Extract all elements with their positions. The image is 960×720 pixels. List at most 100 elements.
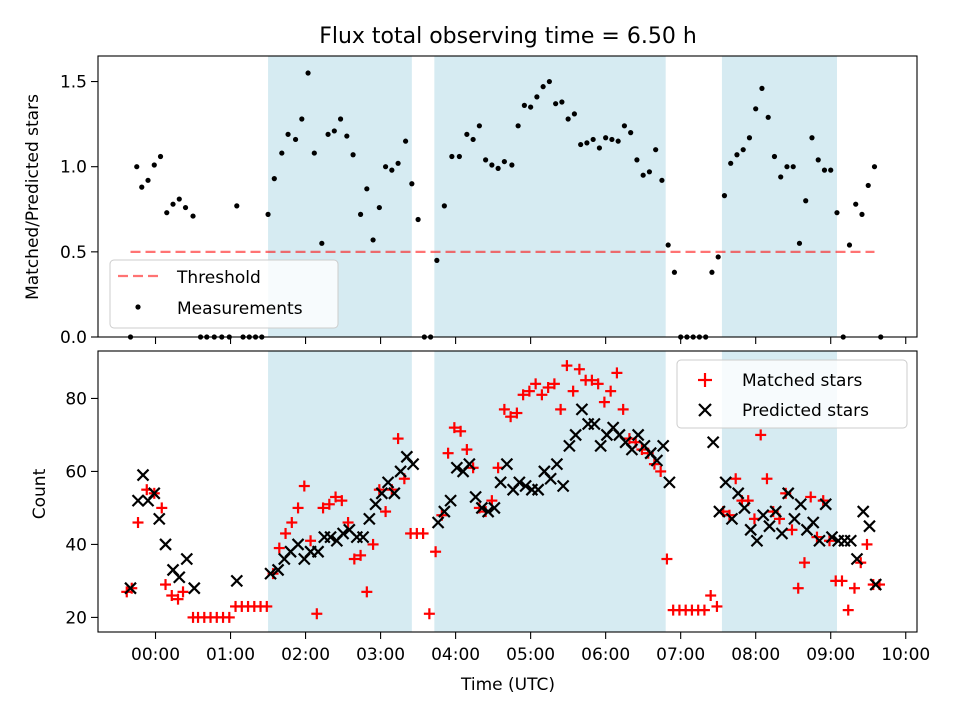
predicted-point	[159, 538, 172, 551]
matched-point	[586, 374, 598, 386]
measurement-point	[734, 152, 740, 158]
x-tick-label: 06:00	[581, 645, 630, 665]
matched-point	[448, 422, 460, 434]
predicted-point	[336, 527, 350, 540]
measurement-point	[164, 210, 170, 216]
measurement-point	[234, 203, 240, 209]
measurement-point	[584, 140, 590, 146]
x-tick-label: 00:00	[131, 645, 180, 665]
measurement-point	[640, 172, 646, 178]
measurement-point	[846, 242, 853, 248]
predicted-point	[569, 428, 582, 442]
measurement-point	[470, 136, 476, 143]
y-axis-ticks: 20 40 60 80	[65, 389, 98, 628]
matched-point	[392, 433, 404, 445]
predicted-point	[152, 512, 166, 526]
matched-point	[298, 480, 310, 492]
predicted-point	[431, 516, 445, 529]
matched-point	[517, 389, 529, 401]
predicted-point	[756, 508, 770, 522]
measurement-point	[415, 216, 421, 223]
y-axis-ticks: 0.0 0.5 1.0 1.5	[60, 73, 98, 348]
predicted-point	[775, 527, 789, 540]
measurement-point	[671, 269, 678, 275]
matched-point	[305, 535, 317, 547]
y-tick-label: 20	[65, 608, 87, 628]
matched-point	[617, 403, 629, 415]
y-tick-label: 60	[65, 462, 87, 482]
x-tick-label: 02:00	[281, 645, 330, 665]
measurement-point	[292, 136, 299, 143]
measurement-point	[402, 138, 409, 144]
observing-window-2	[434, 351, 666, 632]
x-tick-label: 04:00	[431, 645, 480, 665]
measurement-point	[441, 203, 447, 209]
measurement-point	[603, 135, 609, 141]
predicted-point	[363, 512, 376, 526]
predicted-point	[406, 457, 420, 471]
measurement-point	[859, 211, 865, 217]
predicted-point	[271, 563, 285, 577]
predicted-point	[719, 476, 732, 489]
legend-matched-swatch	[698, 373, 712, 387]
measurement-point	[709, 269, 715, 275]
predicted-point	[725, 512, 739, 526]
predicted-point	[131, 494, 145, 507]
matched-point	[705, 590, 717, 602]
predicted-point	[136, 468, 150, 482]
matched-point	[805, 491, 817, 503]
plot-frame	[97, 350, 918, 633]
measurement-point	[134, 164, 140, 170]
predicted-point	[438, 505, 451, 518]
measurement-point	[765, 114, 771, 120]
predicted-point	[500, 457, 514, 471]
matched-point	[317, 502, 329, 514]
measurement-point	[565, 116, 571, 122]
y-tick-label: 1.5	[60, 73, 87, 93]
predicted-point	[264, 567, 277, 580]
measurement-point	[559, 99, 565, 105]
measurement-point	[721, 193, 728, 199]
measurement-point	[279, 150, 285, 156]
measurement-point	[540, 84, 546, 90]
predicted-point	[488, 501, 501, 515]
x-axis-label: Time (UTC)	[460, 675, 555, 695]
predicted-point	[844, 534, 858, 548]
matched-point	[166, 590, 178, 602]
matched-point	[280, 527, 292, 539]
matched-point	[761, 473, 773, 485]
measurement-point	[853, 201, 859, 207]
x-tick-label: 10:00	[881, 645, 930, 665]
measurement-point	[449, 153, 455, 160]
predicted-point	[750, 534, 764, 548]
matched-point	[792, 582, 804, 594]
measurement-point	[190, 213, 196, 219]
measurement-point	[319, 240, 325, 246]
predicted-point	[856, 505, 870, 518]
measurement-point	[815, 157, 821, 163]
matched-point	[442, 447, 454, 459]
measurement-point	[596, 145, 603, 151]
matched-point	[567, 385, 579, 397]
matched-point	[611, 367, 623, 379]
predicted-point	[806, 516, 820, 529]
measurement-point	[871, 164, 878, 170]
y-tick-label: 40	[65, 535, 87, 555]
measurement-point	[489, 162, 495, 168]
x-tick-label: 09:00	[806, 645, 855, 665]
matched-point	[323, 498, 335, 510]
measurement-point	[778, 174, 784, 180]
matched-point	[330, 491, 342, 503]
matched-point	[292, 502, 304, 514]
y-tick-label: 80	[65, 389, 87, 409]
matched-point	[798, 557, 810, 569]
measurement-point	[157, 153, 164, 160]
measurement-point	[456, 153, 462, 160]
predicted-point	[463, 457, 476, 471]
measurement-point	[609, 136, 615, 143]
chart-title: Flux total observing time = 6.50 h	[319, 24, 697, 49]
measurement-point	[434, 257, 440, 263]
matched-point	[592, 378, 604, 390]
matched-point	[573, 363, 585, 375]
